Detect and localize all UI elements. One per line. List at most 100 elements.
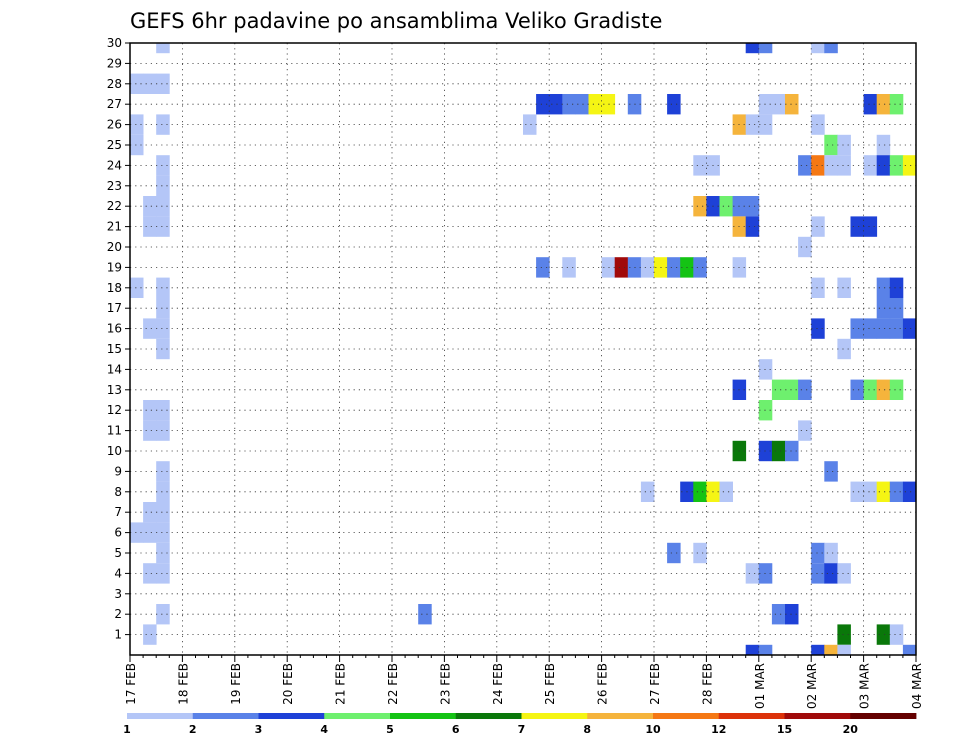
heatmap-cell bbox=[798, 420, 812, 441]
heatmap-cell bbox=[889, 481, 904, 502]
x-tick-label: 17 FEB bbox=[124, 663, 138, 705]
heatmap-cell bbox=[693, 542, 707, 564]
heatmap-cell bbox=[143, 400, 157, 421]
y-tick-label: 17 bbox=[107, 301, 122, 315]
y-axis: 1234567891011121314151617181920212223242… bbox=[107, 36, 130, 642]
heatmap-cell bbox=[719, 196, 733, 217]
x-tick-label: 27 FEB bbox=[648, 663, 662, 705]
heatmap-cell bbox=[143, 196, 157, 217]
heatmap-cell bbox=[837, 624, 851, 645]
y-tick-label: 24 bbox=[107, 158, 122, 172]
heatmap-cell bbox=[850, 216, 864, 237]
heatmap-cell bbox=[889, 624, 904, 645]
heatmap-cell bbox=[143, 318, 157, 339]
colorbar-label: 1 bbox=[123, 723, 131, 736]
heatmap-cell bbox=[601, 94, 616, 115]
y-tick-label: 27 bbox=[107, 97, 122, 111]
y-tick-label: 15 bbox=[107, 342, 122, 356]
x-axis: 17 FEB 18 FEB 19 FEB 20 FEB 21 FEB 22 FEB 23 F… bbox=[124, 655, 924, 709]
x-tick-label: 25 FEB bbox=[543, 663, 557, 705]
x-tick-label: 04 MAR bbox=[910, 663, 924, 709]
heatmap-cell bbox=[614, 257, 629, 278]
heatmap-cell bbox=[156, 542, 170, 564]
heatmap-cell bbox=[588, 94, 602, 115]
heatmap-cell bbox=[562, 94, 576, 115]
colorbar-segment bbox=[718, 713, 785, 719]
heatmap-cell bbox=[889, 155, 904, 176]
heatmap-cell bbox=[811, 114, 825, 135]
heatmap-cell bbox=[156, 563, 170, 584]
colorbar-label: 2 bbox=[189, 723, 197, 736]
y-tick-label: 23 bbox=[107, 179, 122, 193]
heatmap-cell bbox=[824, 563, 838, 584]
heatmap-cell bbox=[667, 94, 681, 115]
y-tick-label: 18 bbox=[107, 281, 122, 295]
x-tick-label: 03 MAR bbox=[858, 663, 872, 709]
heatmap-cell bbox=[811, 563, 825, 584]
y-tick-label: 11 bbox=[107, 424, 122, 438]
heatmap-cell bbox=[824, 134, 838, 156]
y-tick-label: 13 bbox=[107, 383, 122, 397]
heatmap-cell bbox=[889, 298, 904, 319]
heatmap-cell bbox=[745, 196, 760, 217]
heatmap-cell bbox=[863, 216, 878, 237]
y-tick-label: 20 bbox=[107, 240, 122, 254]
heatmap-cell bbox=[156, 420, 170, 441]
colorbar-segment bbox=[390, 713, 457, 719]
heatmap-cell bbox=[811, 155, 825, 176]
y-tick-label: 14 bbox=[107, 362, 122, 376]
heatmap-cell bbox=[143, 624, 157, 645]
heatmap-cell bbox=[523, 114, 537, 135]
heatmap-cell bbox=[876, 318, 891, 339]
heatmap-cell bbox=[156, 338, 170, 360]
colorbar-segment bbox=[258, 713, 325, 719]
heatmap-cell bbox=[156, 400, 170, 421]
x-tick-label: 20 FEB bbox=[281, 663, 295, 705]
colorbar-segment bbox=[521, 713, 588, 719]
heatmap-cell bbox=[575, 94, 589, 115]
y-tick-label: 26 bbox=[107, 118, 122, 132]
heatmap-cell bbox=[156, 114, 170, 135]
heatmap-cell bbox=[771, 604, 786, 625]
heatmap-cell bbox=[745, 644, 760, 655]
heatmap-cell bbox=[601, 257, 616, 278]
heatmap-cell bbox=[143, 73, 157, 94]
heatmap-cell bbox=[837, 563, 851, 584]
colorbar-label: 4 bbox=[320, 723, 328, 736]
y-tick-label: 9 bbox=[114, 464, 122, 478]
y-tick-label: 8 bbox=[114, 485, 122, 499]
heatmap-cell bbox=[143, 563, 157, 584]
heatmap-cell bbox=[130, 73, 144, 94]
heatmap-cell bbox=[156, 502, 170, 523]
heatmap-cell bbox=[418, 604, 432, 625]
x-tick-label: 19 FEB bbox=[229, 663, 243, 705]
y-tick-label: 10 bbox=[107, 444, 122, 458]
y-tick-label: 22 bbox=[107, 199, 122, 213]
colorbar-label: 20 bbox=[843, 723, 859, 736]
colorbar-segment bbox=[455, 713, 522, 719]
heatmap-cell bbox=[798, 236, 812, 258]
heatmap-cell bbox=[863, 481, 878, 502]
heatmap-cell bbox=[143, 522, 157, 543]
heatmap-cell bbox=[811, 277, 825, 298]
plot-frame bbox=[129, 42, 917, 656]
heatmap-cell bbox=[771, 379, 786, 400]
y-tick-label: 28 bbox=[107, 77, 122, 91]
heatmap-cell bbox=[811, 43, 825, 54]
heatmap-cell bbox=[156, 175, 170, 196]
heatmap-cell bbox=[837, 644, 851, 655]
x-tick-label: 23 FEB bbox=[438, 663, 452, 705]
y-tick-label: 3 bbox=[114, 587, 122, 601]
heatmap-cell bbox=[640, 257, 655, 278]
heatmap-cell bbox=[156, 277, 170, 298]
heatmap-cell bbox=[785, 440, 799, 462]
heatmap-cell bbox=[667, 257, 681, 278]
colorbar-label: 12 bbox=[711, 723, 726, 736]
y-tick-label: 19 bbox=[107, 260, 122, 274]
heatmap-cell bbox=[824, 644, 838, 655]
heatmap-cell bbox=[876, 155, 891, 176]
heatmap-cell bbox=[771, 94, 786, 115]
chart-title: GEFS 6hr padavine po ansamblima Veliko G… bbox=[130, 9, 662, 33]
heatmap-cell bbox=[156, 298, 170, 319]
colorbar-label: 6 bbox=[452, 723, 460, 736]
